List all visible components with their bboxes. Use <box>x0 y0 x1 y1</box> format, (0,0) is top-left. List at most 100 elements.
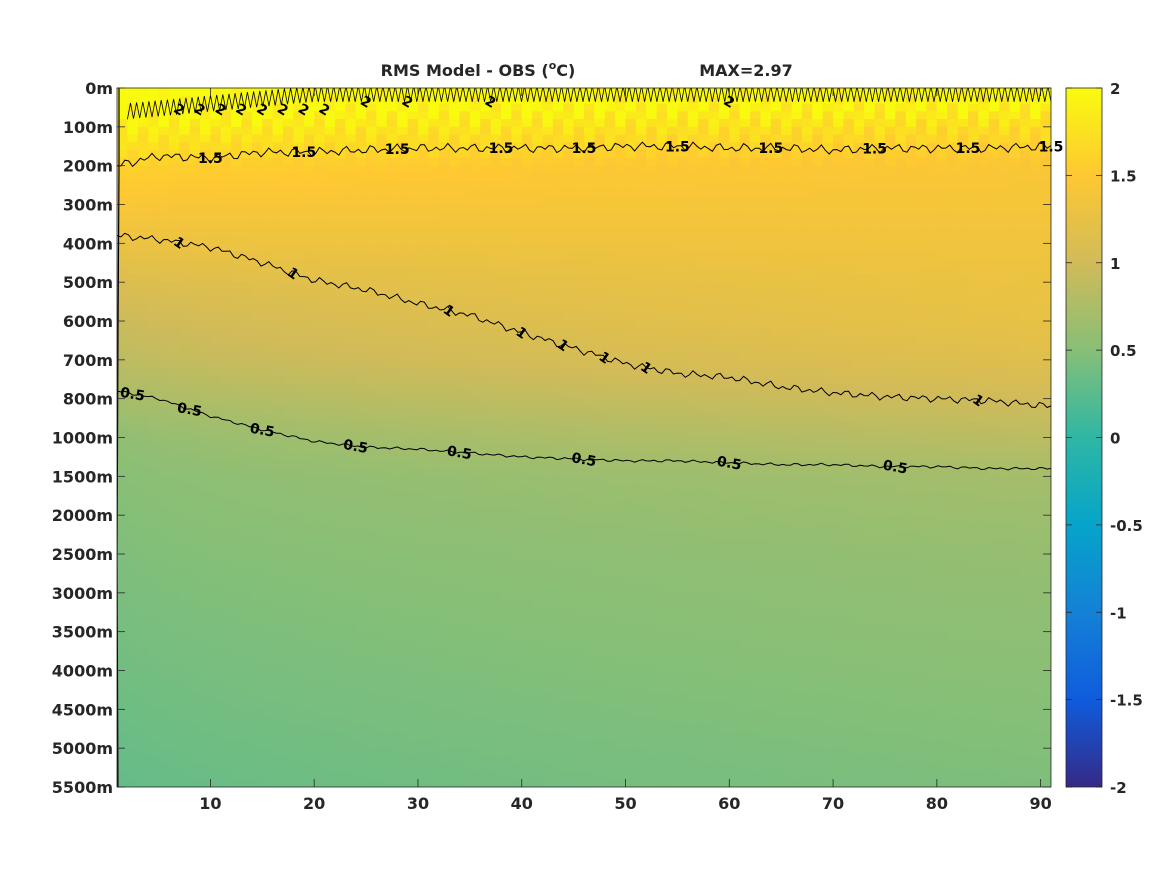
heatmap-cell <box>376 445 388 454</box>
heatmap-cell <box>708 453 720 462</box>
heatmap-cell <box>386 313 398 322</box>
heatmap-cell <box>459 266 471 275</box>
heatmap-cell <box>708 126 720 136</box>
heatmap-cell <box>552 359 564 369</box>
heatmap-cell <box>594 289 606 299</box>
heatmap-cell <box>781 165 793 175</box>
heatmap-cell <box>563 328 575 338</box>
heatmap-cell <box>1040 367 1051 376</box>
heatmap-cell <box>532 188 544 198</box>
heatmap-cell <box>449 103 461 112</box>
heatmap-cell <box>397 321 409 330</box>
heatmap-cell <box>200 196 211 206</box>
heatmap-cell <box>635 243 647 252</box>
heatmap-cell <box>511 282 523 291</box>
heatmap-cell <box>1009 491 1021 501</box>
heatmap-cell <box>345 227 357 237</box>
heatmap-cell <box>864 150 876 159</box>
heatmap-cell <box>272 243 284 252</box>
heatmap-cell <box>168 437 180 446</box>
heatmap-cell <box>511 188 523 198</box>
heatmap-cell <box>978 134 990 143</box>
heatmap-cell <box>438 126 450 136</box>
heatmap-cell <box>895 305 907 314</box>
heatmap-cell <box>563 150 575 159</box>
heatmap-cell <box>532 150 544 159</box>
heatmap-cell <box>687 390 699 400</box>
heatmap-cell <box>220 165 232 175</box>
heatmap-cell <box>179 119 191 128</box>
heatmap-cell <box>469 468 481 477</box>
heatmap-cell <box>1030 507 1042 516</box>
heatmap-cell <box>303 95 315 105</box>
heatmap-cell <box>988 119 1000 128</box>
heatmap-cell <box>314 328 326 338</box>
heatmap-cell <box>137 336 149 345</box>
heatmap-cell <box>999 367 1011 376</box>
heatmap-cell <box>283 313 295 322</box>
heatmap-cell <box>687 220 699 229</box>
heatmap-cell <box>428 119 440 128</box>
heatmap-cell <box>272 220 284 229</box>
heatmap-cell <box>449 445 461 454</box>
heatmap-cell <box>490 398 502 408</box>
heatmap-cell <box>615 367 627 376</box>
heatmap-cell <box>552 390 564 400</box>
heatmap-cell <box>573 429 585 439</box>
heatmap-cell <box>500 196 512 206</box>
heatmap-cell <box>656 181 668 190</box>
heatmap-cell <box>1040 111 1051 120</box>
heatmap-cell <box>262 188 274 198</box>
heatmap-cell <box>262 305 274 314</box>
heatmap-cell <box>604 352 616 361</box>
heatmap-cell <box>967 383 979 392</box>
heatmap-cell <box>791 305 803 314</box>
heatmap-cell <box>947 157 959 167</box>
heatmap-cell <box>262 499 274 508</box>
heatmap-cell <box>345 328 357 338</box>
heatmap-cell <box>905 243 917 252</box>
heatmap-cell <box>189 274 201 283</box>
heatmap-cell <box>200 150 211 159</box>
heatmap-cell <box>625 289 637 299</box>
heatmap-cell <box>687 235 699 244</box>
heatmap-cell <box>884 173 896 182</box>
heatmap-cell <box>334 437 346 446</box>
heatmap-cell <box>251 157 263 167</box>
heatmap-cell <box>739 344 751 353</box>
heatmap-cell <box>407 111 419 120</box>
heatmap-cell <box>926 111 938 120</box>
heatmap-cell <box>635 491 647 501</box>
heatmap-cell <box>469 282 481 291</box>
heatmap-cell <box>490 460 502 470</box>
heatmap-cell <box>999 375 1011 384</box>
heatmap-cell <box>272 95 284 105</box>
heatmap-cell <box>667 398 678 408</box>
heatmap-cell <box>303 367 315 376</box>
heatmap-cell <box>532 390 544 400</box>
heatmap-cell <box>210 305 222 314</box>
heatmap-cell <box>168 196 180 206</box>
heatmap-cell <box>812 227 824 237</box>
heatmap-cell <box>168 188 180 198</box>
heatmap-cell <box>884 445 896 454</box>
heatmap-cell <box>1030 204 1042 213</box>
heatmap-cell <box>812 429 824 439</box>
heatmap-cell <box>833 181 845 190</box>
heatmap-cell <box>563 258 575 268</box>
heatmap-cell <box>262 142 274 151</box>
heatmap-cell <box>137 243 149 252</box>
heatmap-cell <box>345 188 357 198</box>
heatmap-cell <box>864 274 876 283</box>
heatmap-cell <box>345 313 357 322</box>
heatmap-cell <box>469 383 481 392</box>
heatmap-cell <box>967 165 979 175</box>
heatmap-cell <box>490 111 502 120</box>
heatmap-cell <box>417 445 429 454</box>
heatmap-cell <box>999 111 1011 120</box>
heatmap-cell <box>833 289 845 299</box>
heatmap-cell <box>231 336 243 345</box>
heatmap-cell <box>376 95 388 105</box>
heatmap-cell <box>926 336 938 345</box>
heatmap-cell <box>947 507 959 516</box>
